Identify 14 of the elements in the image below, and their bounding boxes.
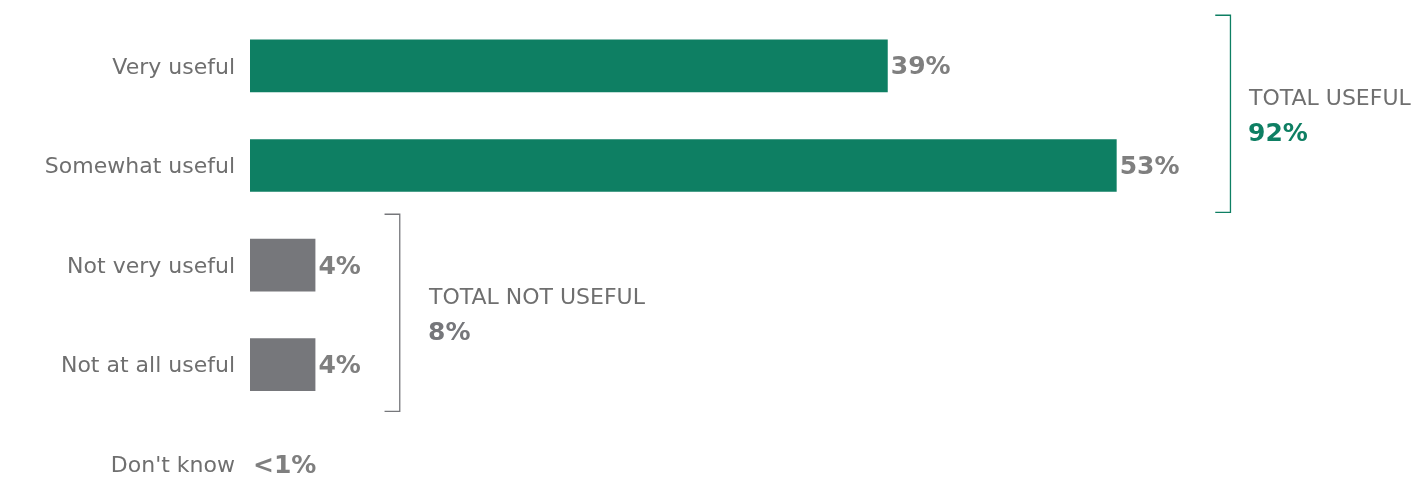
y-tick-label: Don't know [110, 451, 235, 477]
data-label: <1% [253, 449, 317, 477]
annotation: 8% [428, 317, 471, 346]
y-tick-label: Somewhat useful [44, 153, 235, 179]
text: 92% [1248, 118, 1308, 147]
annotation: TOTAL NOT USEFUL [428, 284, 646, 309]
data-label: 39% [890, 51, 951, 81]
data-label: 4% [318, 350, 361, 380]
data-label: 53% [1119, 151, 1180, 180]
data-label: 4% [318, 250, 361, 280]
text: TOTAL USEFUL [1248, 85, 1412, 110]
y-tick-label: Not very useful [67, 252, 235, 278]
y-tick-label: Very useful [112, 53, 235, 79]
y-tick-label: Not at all useful [60, 352, 235, 378]
